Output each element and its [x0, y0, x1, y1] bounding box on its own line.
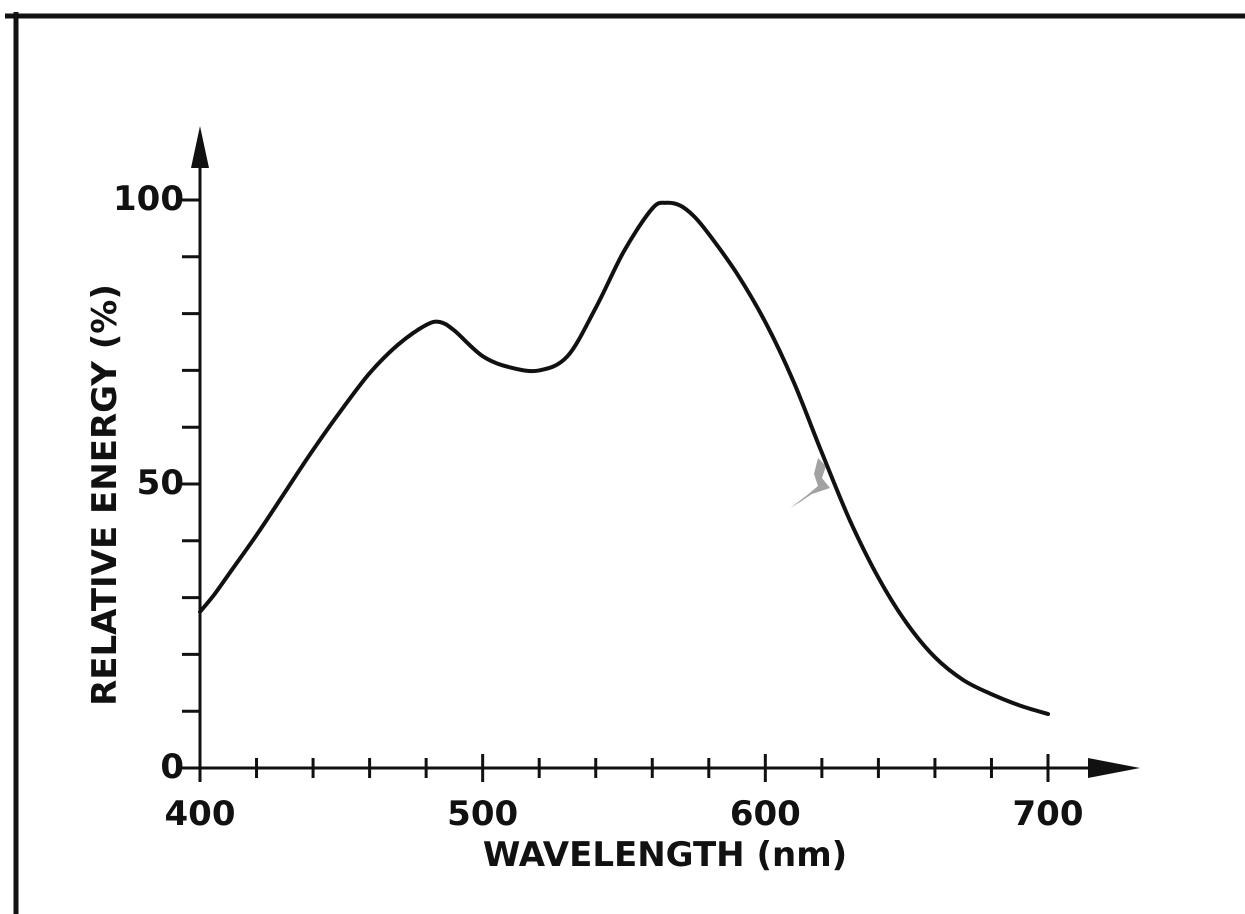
x-tick-label: 700: [1013, 794, 1084, 834]
y-axis-arrow-icon: [191, 126, 209, 168]
x-axis-arrow-icon: [1088, 758, 1140, 778]
y-tick-label: 50: [137, 463, 184, 503]
x-tick-label: 400: [165, 794, 236, 834]
x-tick-label: 500: [447, 794, 518, 834]
y-axis-title: RELATIVE ENERGY (%): [85, 284, 125, 706]
x-tick-label: 600: [730, 794, 801, 834]
y-tick-label: 100: [113, 179, 184, 219]
x-axis-title: WAVELENGTH (nm): [483, 835, 847, 875]
y-ticks: [182, 200, 200, 768]
series-line: [200, 203, 1048, 714]
y-tick-label: 0: [160, 747, 184, 787]
figure-frame: [5, 12, 1245, 914]
smudge-mark: [790, 458, 830, 508]
x-tick-labels: 400 500 600 700: [165, 794, 1084, 834]
